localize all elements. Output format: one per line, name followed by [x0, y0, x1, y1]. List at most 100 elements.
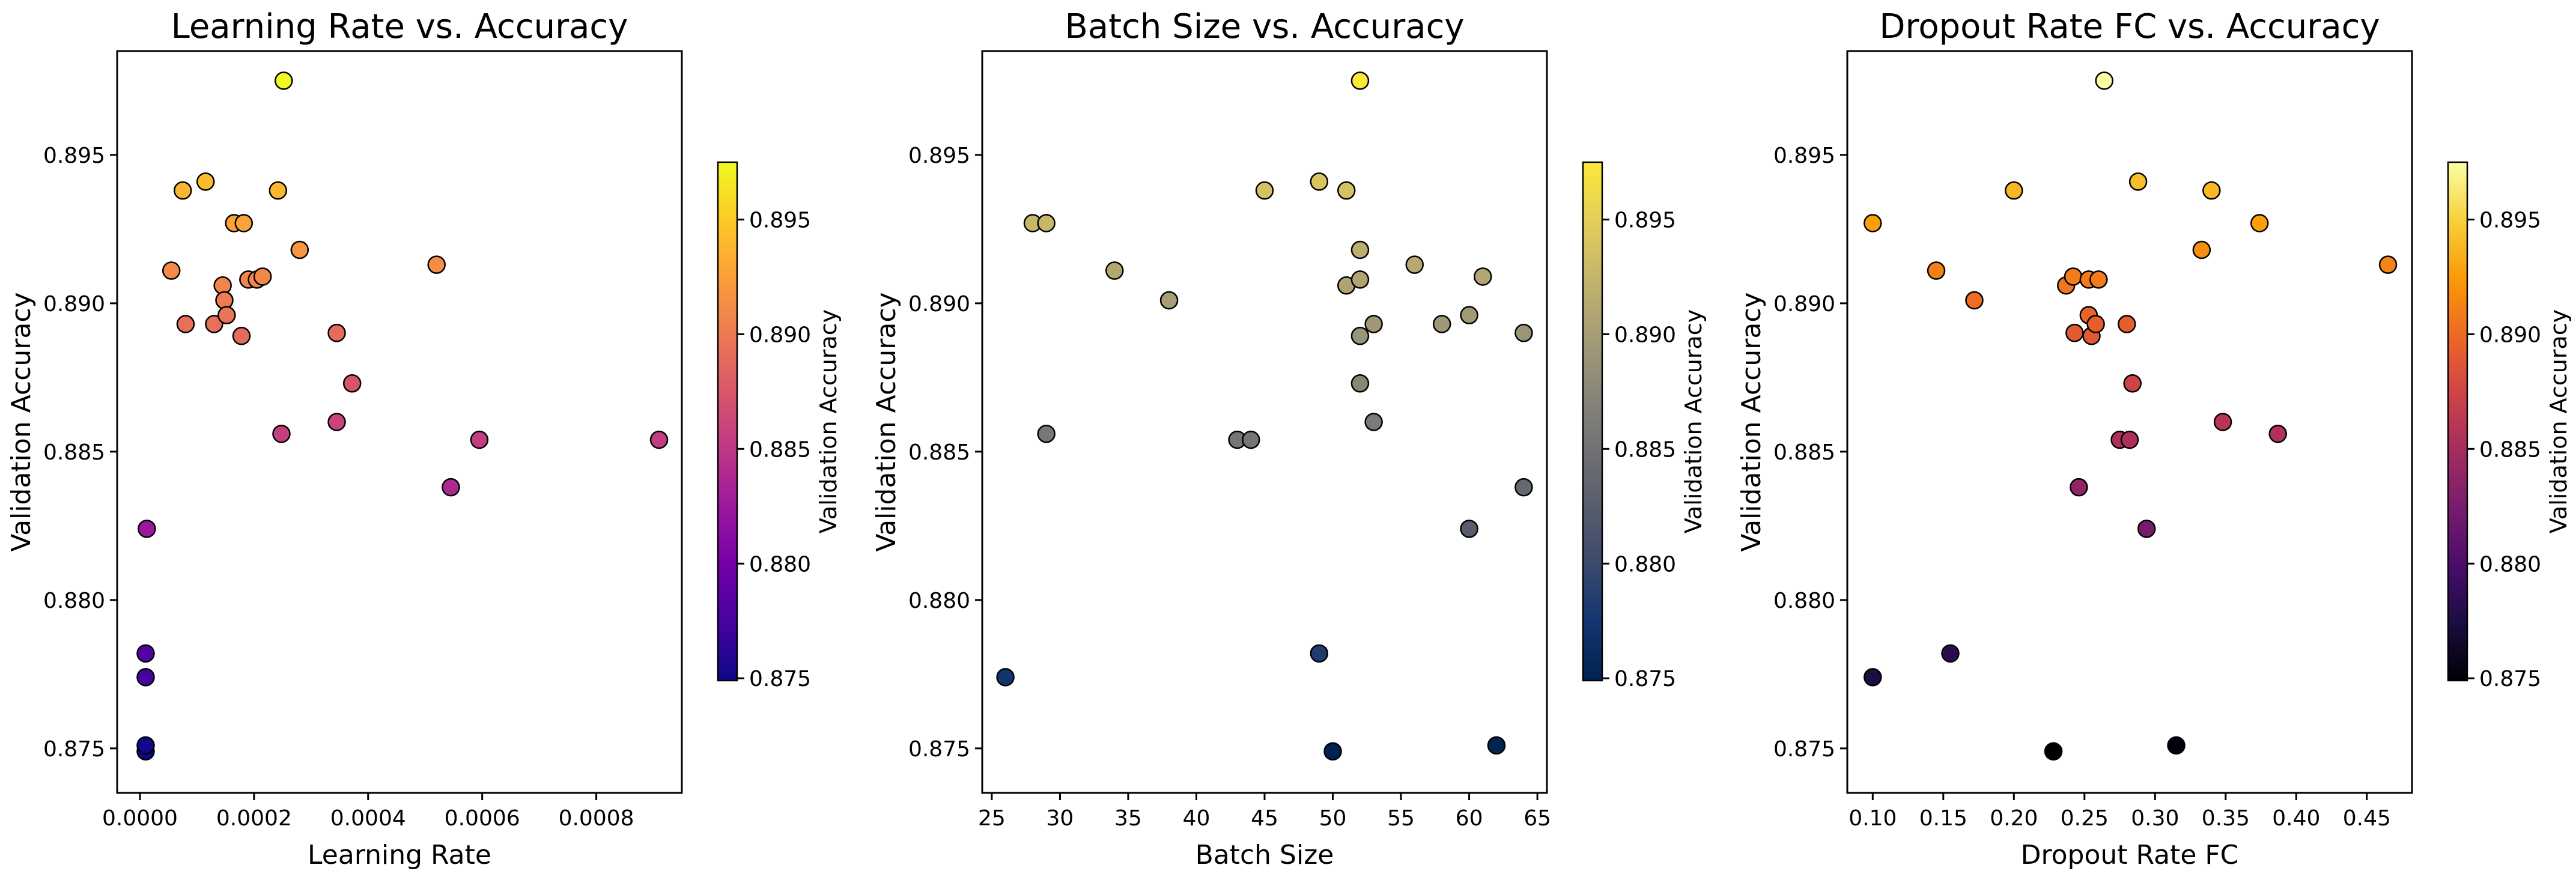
- y-axis-label: Validation Accuracy: [871, 292, 902, 551]
- x-tick-label: 0.45: [2343, 806, 2391, 831]
- data-point: [1864, 668, 1882, 687]
- chart-panel-1: Learning Rate vs. Accuracy 0.875 0.880 0.88…: [6, 7, 842, 870]
- x-tick-label: 0.40: [2272, 806, 2320, 831]
- y-tick-label: 0.890: [908, 292, 970, 317]
- data-point: [1514, 478, 1533, 497]
- y-tick-label: 0.890: [43, 292, 105, 317]
- data-point: [1337, 181, 1356, 200]
- scatter-points: [1864, 71, 2398, 761]
- data-point: [234, 214, 254, 232]
- x-tick-label: 45: [1251, 806, 1278, 831]
- data-point: [2378, 255, 2398, 274]
- y-tick-label: 0.885: [908, 440, 970, 465]
- y-tick-label: 0.895: [43, 144, 105, 168]
- data-point: [290, 240, 309, 259]
- x-tick-label: 0.10: [1848, 806, 1897, 831]
- colorbar-tick-label: 0.880: [2479, 552, 2541, 577]
- data-point: [1474, 267, 1492, 286]
- y-tick-label: 0.875: [908, 737, 970, 762]
- x-axis-label: Dropout Rate FC: [2021, 840, 2239, 870]
- data-point: [342, 374, 362, 393]
- x-tick-label: 65: [1523, 806, 1551, 831]
- colorbar-label: Validation Accuracy: [2545, 309, 2572, 533]
- plot-frame: [116, 50, 683, 794]
- x-tick-label: 0.30: [2131, 806, 2179, 831]
- x-tick-label: 0.0006: [445, 806, 520, 831]
- colorbar-tick-label: 0.885: [1614, 437, 1676, 462]
- colorbar-tick-label: 0.885: [749, 437, 811, 462]
- data-point: [2250, 214, 2269, 232]
- data-point: [1323, 742, 1342, 761]
- y-tick-label: 0.885: [1773, 440, 1835, 465]
- data-point: [217, 306, 236, 324]
- y-tick-label: 0.875: [43, 737, 105, 762]
- chart-title: Dropout Rate FC vs. Accuracy: [1879, 7, 2380, 46]
- x-axis-label: Batch Size: [1195, 840, 1334, 870]
- data-point: [2137, 520, 2156, 538]
- data-point: [253, 267, 272, 286]
- y-tick-label: 0.880: [908, 589, 970, 613]
- x-tick-label: 60: [1456, 806, 1483, 831]
- colorbar-tick-label: 0.885: [2479, 437, 2541, 462]
- data-point: [232, 326, 251, 345]
- data-point: [2005, 181, 2023, 200]
- data-point: [1037, 214, 1056, 232]
- data-point: [2086, 315, 2105, 333]
- colorbar: [717, 161, 738, 682]
- plot-frame: [981, 50, 1548, 794]
- data-point: [2128, 172, 2148, 191]
- y-tick-label: 0.895: [1773, 144, 1835, 168]
- data-point: [136, 736, 155, 755]
- y-tick-label: 0.885: [43, 440, 105, 465]
- data-point: [272, 425, 291, 443]
- y-axis-label: Validation Accuracy: [6, 292, 37, 551]
- data-point: [1350, 270, 1370, 289]
- y-tick-label: 0.895: [908, 144, 970, 168]
- data-point: [136, 668, 155, 687]
- x-tick-label: 40: [1183, 806, 1211, 831]
- data-point: [327, 324, 346, 342]
- x-tick-label: 0.0002: [216, 806, 292, 831]
- data-point: [1405, 255, 1424, 274]
- x-axis-label: Learning Rate: [308, 840, 491, 870]
- data-point: [442, 478, 460, 497]
- data-point: [2213, 413, 2232, 431]
- data-point: [1514, 324, 1533, 342]
- data-point: [1350, 71, 1370, 90]
- data-point: [1927, 261, 1946, 280]
- data-point: [2070, 478, 2088, 497]
- colorbar-tick-label: 0.880: [1614, 552, 1676, 577]
- data-point: [1432, 315, 1451, 333]
- plot-frame: [1846, 50, 2413, 794]
- data-point: [275, 71, 293, 90]
- y-tick-label: 0.880: [43, 589, 105, 613]
- data-point: [1242, 430, 1260, 449]
- data-point: [1941, 644, 1960, 663]
- y-tick-label: 0.890: [1773, 292, 1835, 317]
- data-point: [2123, 374, 2142, 393]
- x-tick-label: 0.0000: [102, 806, 178, 831]
- data-point: [1350, 374, 1370, 393]
- x-tick-label: 0.35: [2202, 806, 2250, 831]
- data-point: [327, 413, 346, 431]
- data-point: [173, 181, 192, 200]
- colorbar-tick-label: 0.895: [2479, 208, 2541, 232]
- colorbar-tick-label: 0.890: [749, 323, 811, 347]
- y-axis-label: Validation Accuracy: [1736, 292, 1767, 551]
- data-point: [2089, 270, 2108, 289]
- data-point: [1310, 172, 1329, 191]
- data-point: [2167, 736, 2186, 755]
- x-tick-label: 50: [1319, 806, 1347, 831]
- colorbar: [2447, 161, 2468, 682]
- y-tick-label: 0.875: [1773, 737, 1835, 762]
- y-tick-label: 0.880: [1773, 589, 1835, 613]
- data-point: [649, 430, 669, 449]
- colorbar-tick-label: 0.895: [749, 208, 811, 232]
- data-point: [205, 315, 223, 333]
- data-point: [2118, 315, 2136, 333]
- data-point: [1159, 291, 1179, 310]
- colorbar-tick-label: 0.875: [749, 667, 811, 691]
- colorbar-tick-label: 0.880: [749, 552, 811, 577]
- data-point: [2095, 71, 2113, 90]
